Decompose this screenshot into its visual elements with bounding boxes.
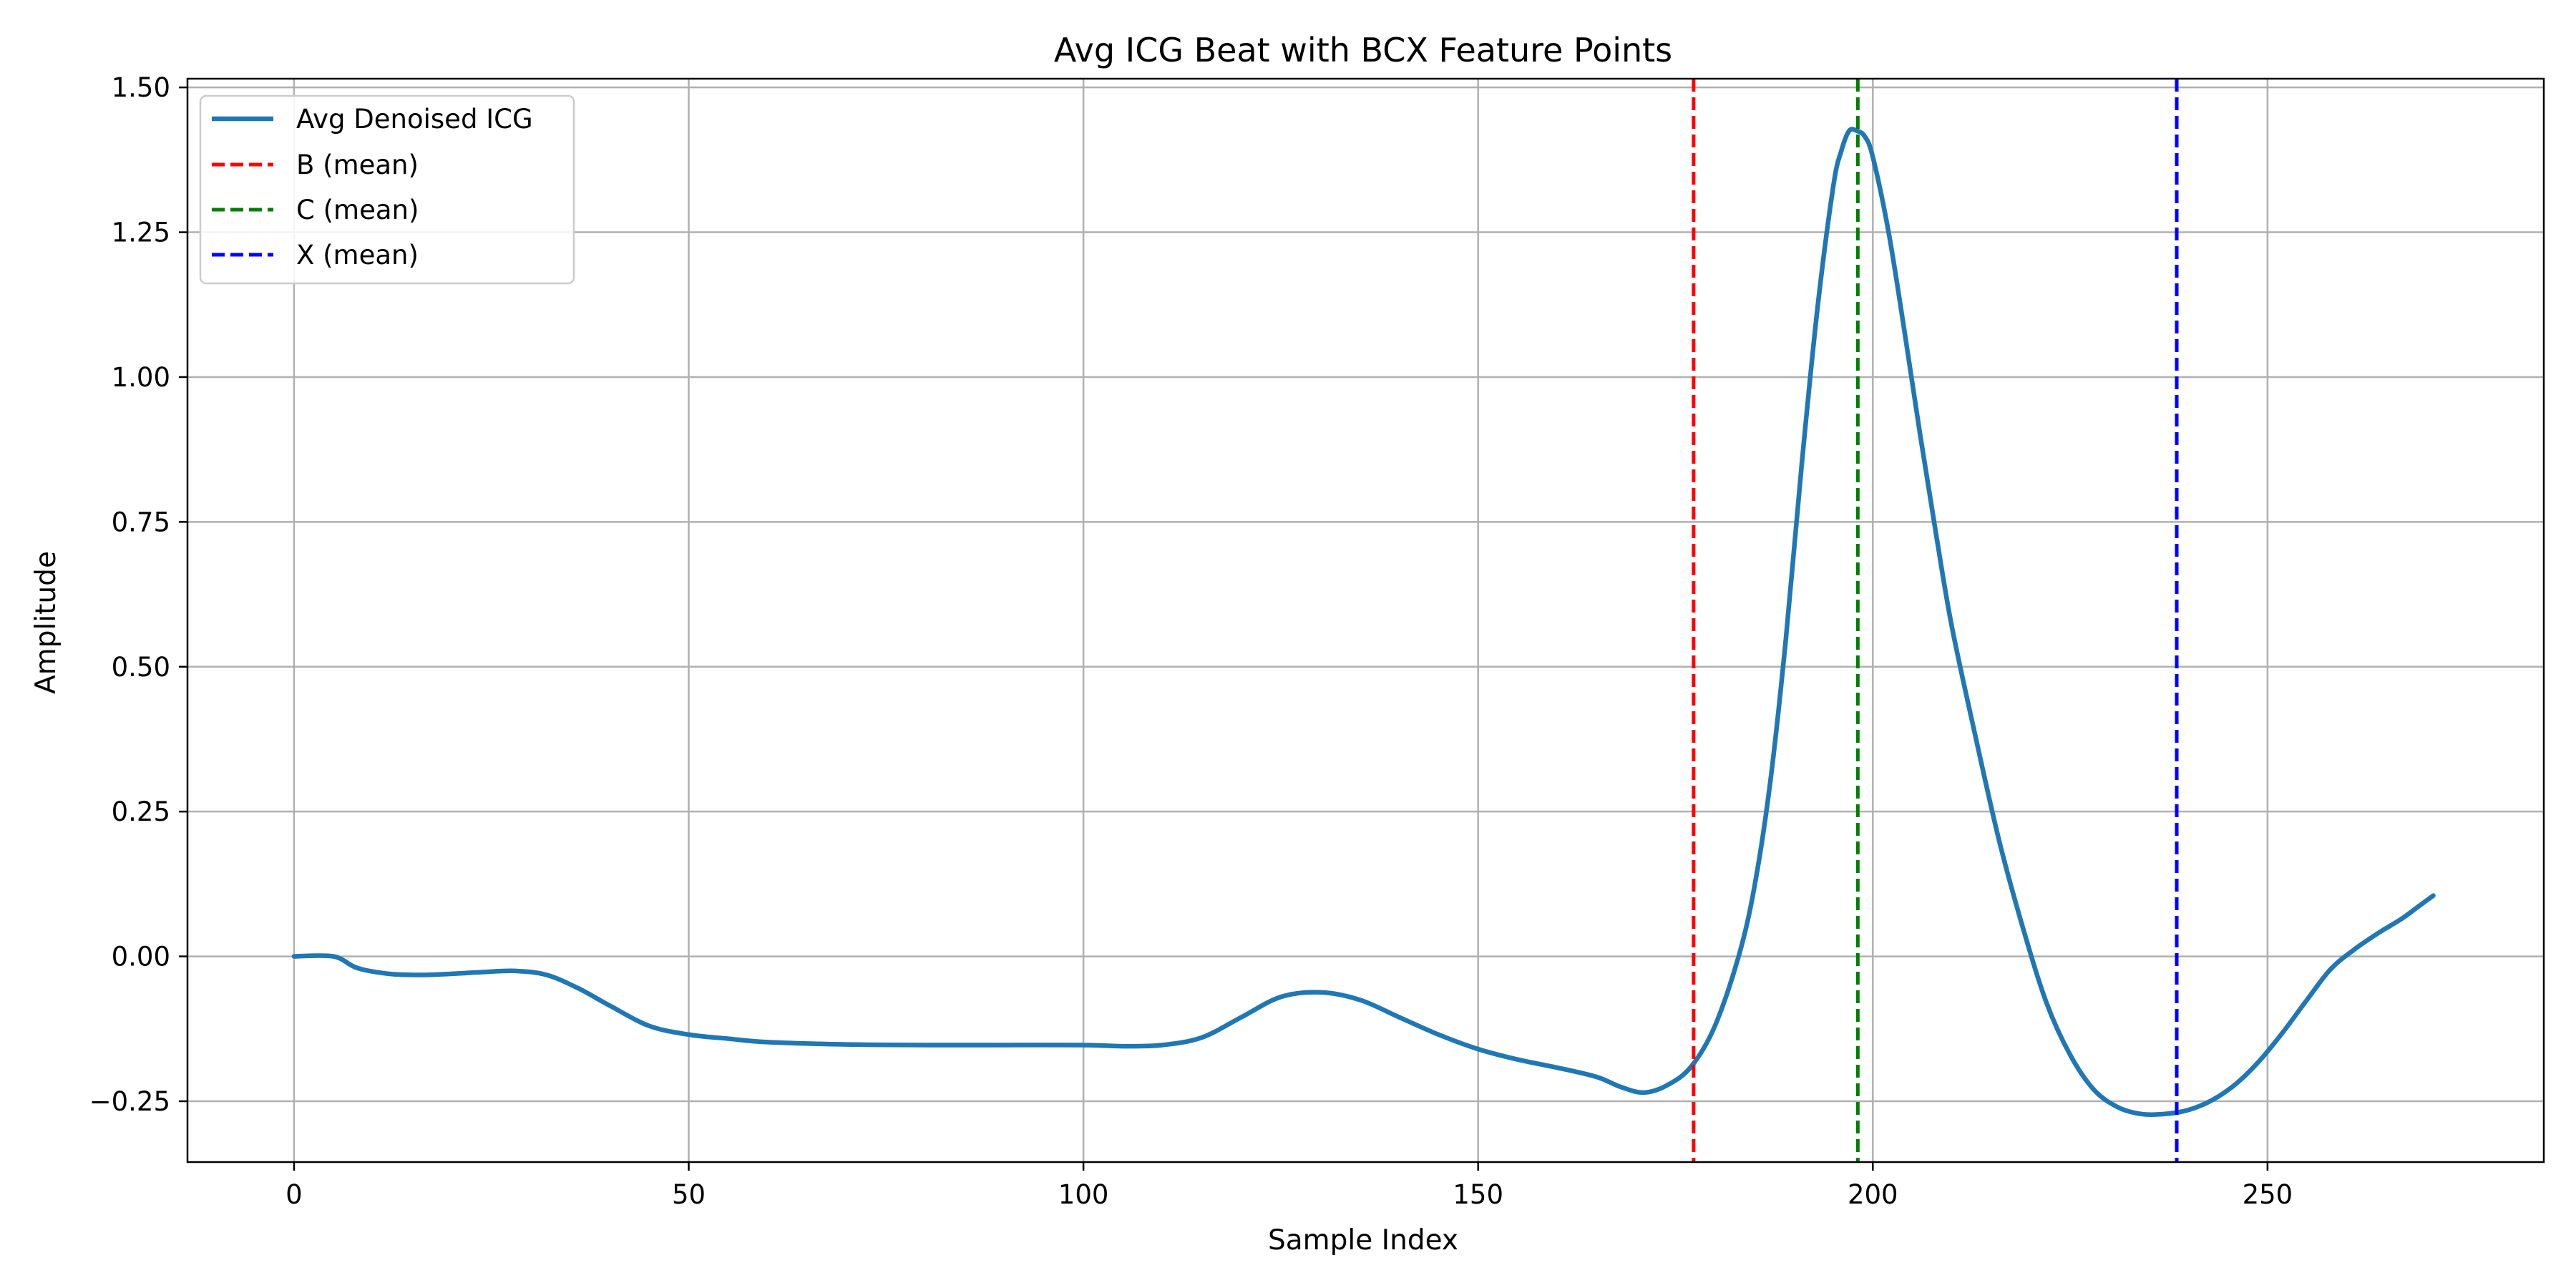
legend-label-b-mean: B (mean) (296, 150, 419, 180)
legend-label-x-mean: X (mean) (296, 240, 419, 270)
y-tick-label: 1.00 (112, 362, 170, 393)
legend-label-c-mean: C (mean) (296, 195, 419, 225)
y-tick-label: 0.50 (112, 652, 170, 683)
chart-title: Avg ICG Beat with BCX Feature Points (1054, 31, 1672, 69)
y-axis-ticks: −0.25 0.00 0.25 0.50 0.75 1.00 1.25 1.50 (89, 72, 187, 1117)
x-axis-ticks: 0 50 100 150 200 250 (286, 1162, 2293, 1210)
y-tick-label: 0.25 (112, 796, 170, 827)
plot-frame (186, 77, 2545, 1163)
legend-label-avg-denoised-icg: Avg Denoised ICG (296, 104, 533, 135)
x-axis-label: Sample Index (1268, 1224, 1458, 1257)
y-axis-label: Amplitude (30, 551, 62, 694)
y-tick-label: 0.75 (112, 507, 170, 537)
x-tick-label: 100 (1058, 1179, 1109, 1210)
plot-area (291, 79, 2436, 1162)
x-tick-label: 200 (1848, 1179, 1898, 1210)
x-tick-label: 0 (286, 1179, 303, 1210)
x-tick-label: 50 (672, 1179, 706, 1210)
legend: Avg Denoised ICG B (mean) C (mean) X (me… (199, 94, 575, 285)
y-tick-label: −0.25 (89, 1086, 170, 1117)
y-tick-label: 1.50 (112, 72, 170, 103)
y-tick-label: 0.00 (112, 942, 170, 972)
x-tick-label: 250 (2243, 1179, 2293, 1210)
series-line-avg-denoised-icg (291, 127, 2436, 1118)
legend-box (199, 94, 575, 285)
y-tick-label: 1.25 (112, 218, 170, 248)
x-tick-label: 150 (1453, 1179, 1503, 1210)
grid (187, 79, 2544, 1162)
